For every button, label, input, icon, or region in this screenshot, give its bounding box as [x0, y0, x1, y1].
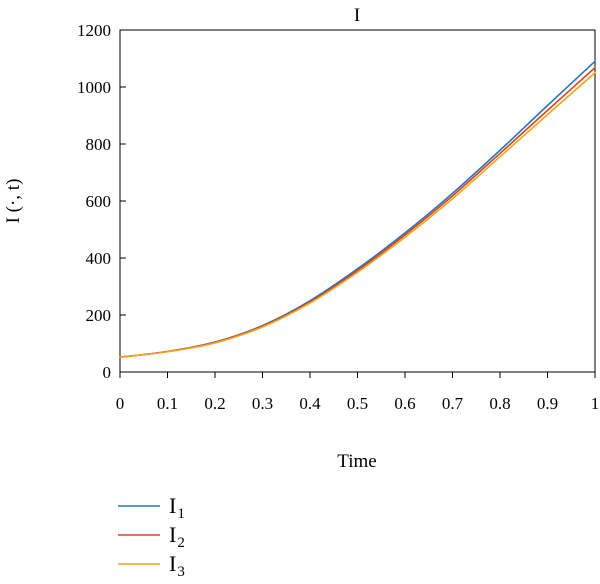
- x-tick-label: 0.1: [157, 394, 178, 413]
- y-tick-label: 200: [86, 306, 112, 325]
- x-axis-title: Time: [337, 451, 376, 472]
- x-tick-label: 0.4: [299, 394, 321, 413]
- legend-label: I1: [169, 493, 185, 522]
- chart-title: I: [354, 5, 360, 26]
- legend-series-name: I: [169, 551, 176, 576]
- legend-series-subscript: 3: [177, 564, 185, 580]
- y-tick-label: 1200: [77, 21, 111, 40]
- legend-label: I2: [169, 522, 185, 551]
- y-tick-label: 800: [86, 135, 112, 154]
- legend-series-subscript: 1: [177, 506, 185, 522]
- axis-ticks: 0 200 400 600 800 1000 1200 0 0.1 0.2 0.3 0.4 0.5 0.6…: [77, 21, 599, 413]
- series-line-1: [119, 60, 596, 358]
- y-tick-label: 400: [86, 249, 112, 268]
- x-tick-label: 1: [591, 394, 600, 413]
- legend-label: I3: [169, 551, 185, 580]
- x-tick-label: 0.6: [394, 394, 415, 413]
- y-tick-label: 600: [86, 192, 112, 211]
- legend-series-subscript: 2: [177, 535, 185, 551]
- x-tick-label: 0.2: [204, 394, 225, 413]
- x-tick-label: 0.9: [537, 394, 558, 413]
- x-tick-label: 0.3: [252, 394, 273, 413]
- legend-series-name: I: [169, 522, 176, 547]
- y-tick-label: 0: [103, 363, 112, 382]
- plot-area: [119, 29, 596, 373]
- legend-series-name: I: [169, 493, 176, 518]
- y-tick-label: 1000: [77, 78, 111, 97]
- series-line-3: [119, 71, 596, 358]
- x-tick-label: 0.5: [347, 394, 368, 413]
- x-tick-label: 0.8: [489, 394, 510, 413]
- series-group: [119, 60, 596, 358]
- x-tick-label: 0.7: [442, 394, 464, 413]
- x-tick-label: 0: [116, 394, 125, 413]
- series-line-2: [119, 66, 596, 358]
- y-axis-title: I (·, t): [3, 179, 24, 224]
